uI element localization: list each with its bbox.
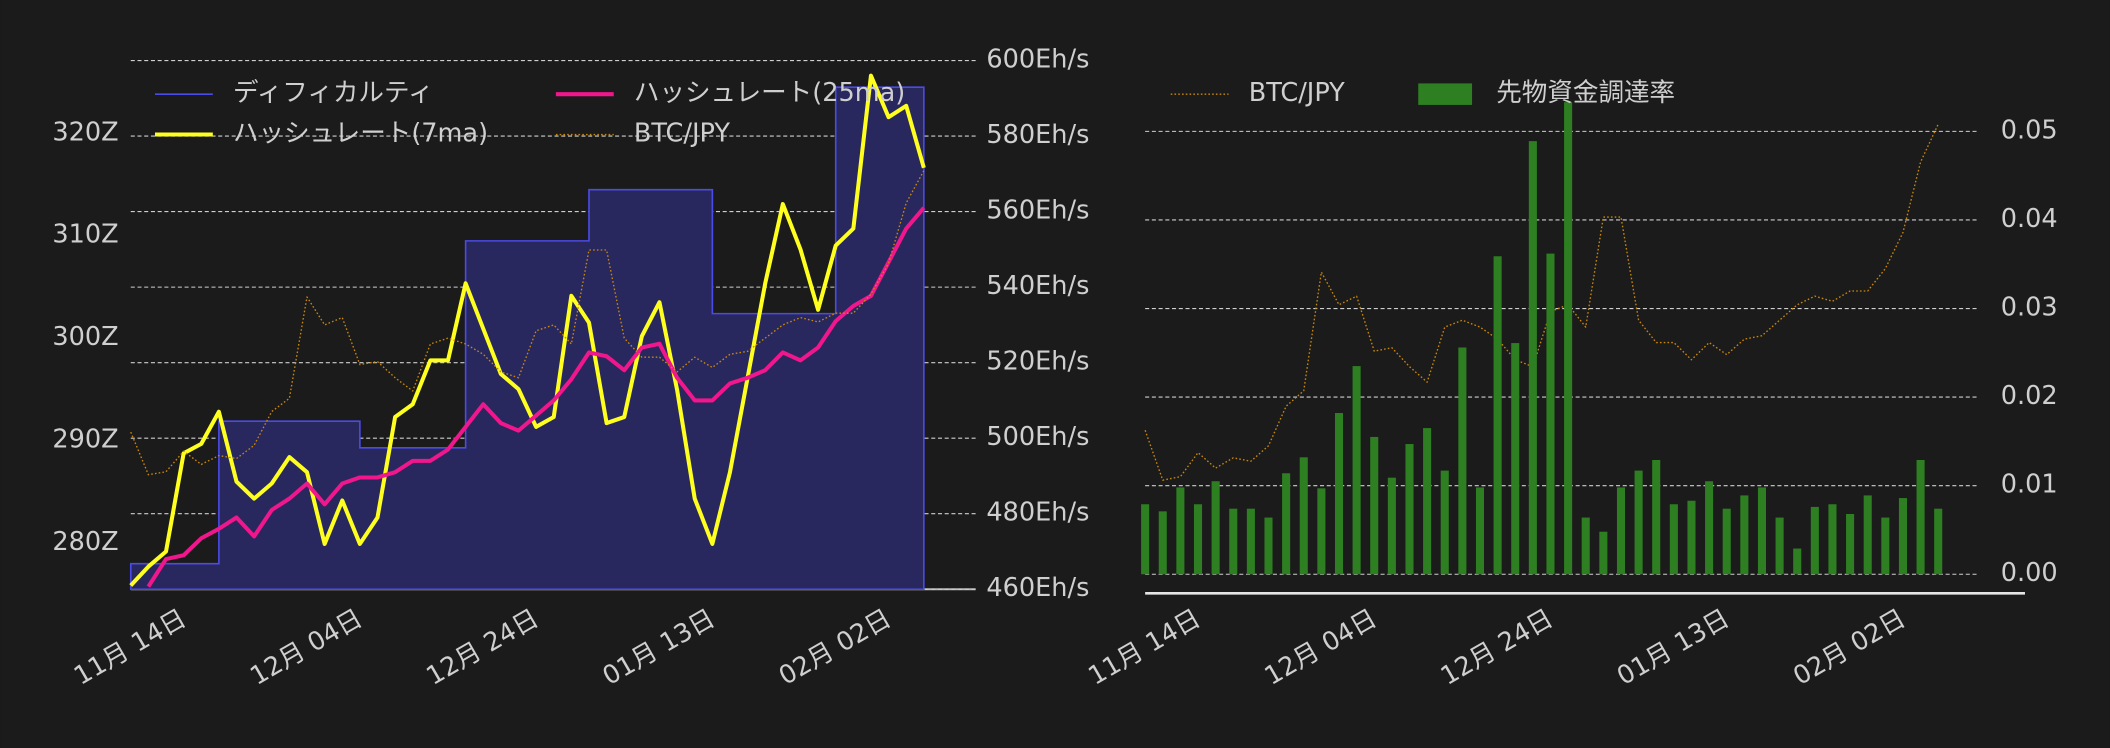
bar [1916, 459, 1925, 575]
bar [1193, 504, 1203, 575]
y-tick-label: 0.04 [2001, 204, 2058, 234]
y-tick-label: 300Z [52, 322, 118, 352]
bar [1229, 508, 1238, 575]
legend-label: BTC/JPY [1249, 78, 1345, 108]
bar [1687, 500, 1696, 575]
bar [1581, 517, 1590, 575]
legend-marker [1418, 83, 1473, 105]
bar [1440, 470, 1449, 575]
bar [1317, 488, 1326, 575]
y2-tick-label: 520Eh/s [986, 347, 1089, 377]
y2-tick-label: 600Eh/s [986, 45, 1089, 75]
bar [1282, 473, 1291, 575]
bar [1405, 444, 1414, 575]
bar [1334, 413, 1344, 575]
y2-tick-label: 580Eh/s [986, 120, 1089, 150]
bar [1387, 477, 1396, 575]
bar [1458, 347, 1467, 575]
bar [1669, 504, 1678, 575]
series-line [146, 206, 926, 588]
bar [1299, 457, 1308, 575]
y2-tick-label: 540Eh/s [986, 271, 1089, 301]
y-tick-label: 0.01 [2001, 470, 2058, 500]
y-tick-label: 320Z [52, 117, 118, 147]
y-tick-label: 0.02 [2001, 381, 2058, 411]
bar [1546, 253, 1555, 575]
bar [1264, 517, 1273, 575]
series-line [129, 73, 926, 587]
bar [1705, 481, 1714, 575]
y-tick-label: 0.00 [2001, 558, 2058, 588]
bar [1176, 487, 1185, 575]
bar [1652, 459, 1661, 575]
series-line [130, 170, 925, 476]
y-tick-label: 280Z [52, 527, 118, 557]
bar [1370, 436, 1379, 575]
bar [1934, 508, 1943, 575]
bar [1423, 428, 1432, 575]
bar [1564, 102, 1573, 575]
legend-label: 先物資金調達率 [1496, 78, 1675, 108]
bar [1528, 141, 1537, 575]
y2-tick-label: 480Eh/s [986, 498, 1089, 528]
bar [1475, 487, 1485, 575]
y-tick-label: 0.05 [2001, 115, 2058, 145]
bar [1722, 508, 1731, 575]
bar [1863, 495, 1872, 575]
bar [1898, 498, 1907, 575]
bar [1634, 470, 1643, 575]
y-tick-label: 290Z [52, 425, 118, 455]
y2-tick-label: 500Eh/s [986, 422, 1089, 452]
bar [1846, 514, 1855, 575]
legend-label: ハッシュレート(25ma) [634, 78, 905, 108]
legend-label: ディフィカルティ [233, 78, 434, 108]
y2-tick-label: 460Eh/s [986, 573, 1089, 603]
bar [1757, 487, 1767, 575]
bar [1158, 511, 1167, 575]
bar [1599, 531, 1608, 575]
bar [1141, 504, 1150, 575]
y-tick-label: 0.03 [2001, 293, 2058, 323]
bar [1775, 517, 1784, 575]
bar [1881, 517, 1890, 575]
y-tick-label: 310Z [52, 220, 118, 250]
bar [1810, 506, 1819, 575]
bar [1211, 481, 1220, 575]
bar [1493, 256, 1502, 575]
bar [1740, 495, 1749, 575]
bar [1352, 366, 1361, 575]
bar [1793, 548, 1802, 575]
legend-label: ハッシュレート(7ma) [233, 119, 488, 149]
series-line [1144, 123, 1939, 481]
bar [1828, 504, 1837, 575]
bar [1246, 508, 1255, 575]
bar [1616, 487, 1626, 575]
legend-label: BTC/JPY [634, 119, 730, 149]
y2-tick-label: 560Eh/s [986, 196, 1089, 226]
bar [1511, 343, 1520, 575]
